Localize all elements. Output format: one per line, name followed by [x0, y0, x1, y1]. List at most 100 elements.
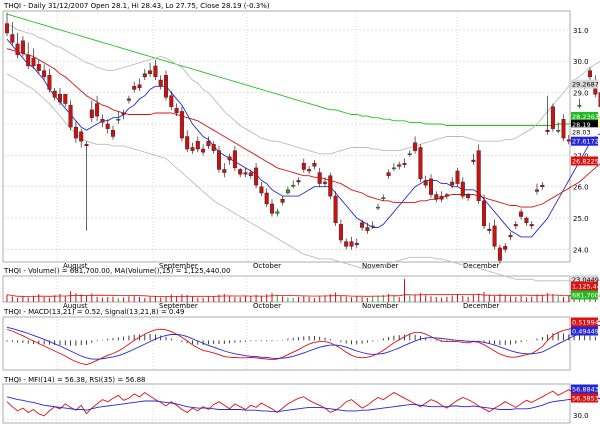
price-value-label: 29.2687 [572, 81, 599, 89]
x-label-august-lower: August [63, 302, 88, 310]
candle-down [413, 142, 418, 151]
candle-down [142, 73, 147, 78]
candle-down [455, 170, 460, 184]
volume-panel-frame [2, 275, 571, 303]
candle-down [540, 184, 545, 187]
candle-down [323, 181, 328, 184]
x-label-december-lower: December [463, 302, 499, 310]
candle-down [535, 189, 540, 192]
candle-down [137, 84, 142, 89]
candle-down [418, 147, 423, 180]
candle-down [360, 222, 365, 228]
candle-down [561, 119, 566, 139]
price-panel-title: THQI - Daily 31/12/2007 Open 28.1, Hi 28… [3, 2, 270, 10]
price-value-label: 23.0449 [572, 276, 599, 284]
candle-down [566, 139, 571, 142]
x-label-october-lower: October [253, 302, 281, 310]
macd-value-label-box [571, 326, 598, 336]
candle-up [285, 189, 290, 194]
indicator-value-label-box [571, 393, 598, 403]
price-value-label: 28.03 [572, 128, 591, 136]
candle-down [423, 180, 428, 186]
candle-up [556, 130, 561, 132]
x-label-august: August [63, 262, 88, 270]
price-value-label-box [571, 127, 598, 137]
candle-down [513, 224, 518, 227]
candle-down [222, 169, 227, 173]
price-panel-frame [2, 10, 571, 263]
candle-down [169, 95, 174, 107]
candle-down [444, 194, 449, 197]
candle-down [402, 162, 407, 165]
candle-down [10, 34, 15, 43]
candle-down [100, 119, 105, 123]
candle-down [296, 180, 301, 183]
indicator-value-label: 56.3853 [572, 395, 599, 403]
candle-down [492, 225, 497, 247]
candle-down [466, 194, 471, 198]
macd-value-label: 0.49449 [572, 328, 599, 336]
candle-up [391, 167, 396, 170]
x-label-november-lower: November [362, 302, 399, 310]
candle-down [354, 242, 359, 245]
candle-down [158, 79, 163, 87]
candle-down [248, 172, 253, 176]
candle-down [439, 195, 444, 200]
volume-panel-title: THQI - Volume() = 681,700.00, MA(Volume(… [3, 267, 230, 275]
candle-down [434, 194, 439, 200]
candle-down [397, 164, 402, 167]
price-value-label-box [571, 275, 598, 285]
candle-down [36, 64, 41, 71]
candle-down [179, 111, 184, 139]
candle-down [20, 40, 25, 54]
candle-down [317, 172, 322, 184]
candle-down [153, 65, 158, 78]
candle-down [450, 181, 455, 186]
candle-down [338, 224, 343, 241]
candle-down [31, 57, 36, 67]
candle-down [328, 175, 333, 197]
candle-down [79, 131, 84, 142]
price-grid: 31.030.029.028.027.026.025.024.0 [3, 27, 589, 254]
volume-ma-line [6, 293, 600, 298]
candle-down [121, 112, 126, 115]
candle-down [195, 141, 200, 150]
candle-down [15, 43, 20, 56]
macd-value-label-box [571, 317, 598, 327]
candle-up [407, 153, 412, 155]
candle-down [270, 203, 275, 214]
candle-down [429, 178, 434, 195]
candle-down [238, 169, 243, 175]
price-line-lower-band [6, 73, 600, 282]
price-value-label-box [571, 136, 598, 146]
candle-up [291, 184, 296, 187]
price-y-tick: 25.0 [573, 215, 589, 223]
price-line-ma-10 [6, 38, 600, 238]
x-label-december: December [463, 262, 499, 270]
candle-down [243, 172, 248, 175]
candle-down [312, 162, 317, 167]
candle-down [301, 162, 306, 170]
candle-up [116, 119, 121, 121]
candle-down [460, 181, 465, 197]
candle-down [68, 104, 73, 128]
candle-down [545, 130, 550, 132]
candle-down [386, 172, 391, 176]
indicator-value-label-box [571, 384, 598, 394]
price-value-label: 28.2363 [572, 113, 599, 121]
candle-down [47, 75, 52, 90]
macd-panel-frame [2, 316, 571, 371]
candle-down [280, 199, 285, 203]
indicator-value-label: 56.8843 [572, 386, 599, 394]
price-line-upper-band [6, 23, 600, 155]
candle-down [550, 106, 555, 129]
price-y-tick: 30.0 [573, 58, 589, 66]
volume-bars: 1,125,440681,700 [6, 279, 600, 302]
price-y-tick: 29.0 [573, 90, 589, 98]
price-line-ma-50 [6, 13, 600, 126]
price-value-label-box [571, 120, 598, 130]
candle-up [376, 206, 381, 209]
candle-down [190, 147, 195, 151]
candle-down [216, 150, 221, 170]
